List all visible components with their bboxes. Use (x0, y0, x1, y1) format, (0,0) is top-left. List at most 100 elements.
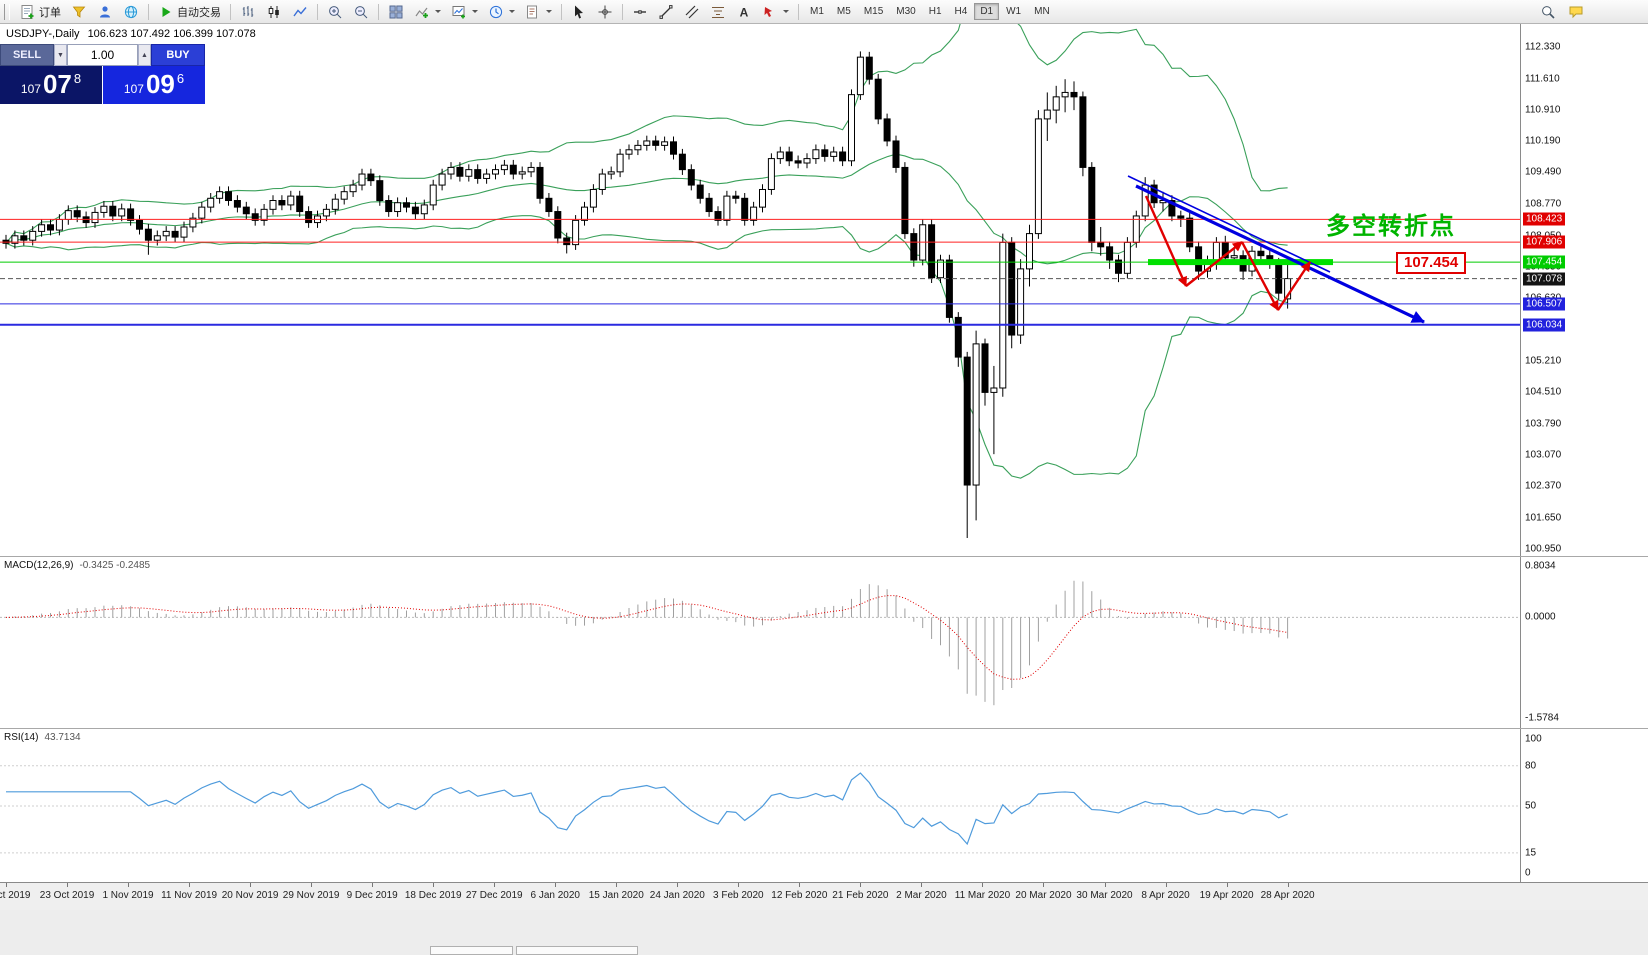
lot-decrease-button[interactable]: ▼ (54, 44, 67, 66)
periods-button[interactable] (484, 2, 519, 22)
crosshair-tool-button[interactable] (593, 2, 617, 22)
funnel-icon (72, 6, 86, 18)
price-tick: 111.610 (1525, 73, 1560, 85)
time-tick (433, 883, 435, 887)
status-cell (516, 946, 638, 955)
text-tool-button[interactable]: A (732, 2, 756, 22)
time-label: 9 Dec 2019 (346, 890, 398, 901)
tile-windows-button[interactable] (384, 2, 408, 22)
lot-size-input[interactable]: 1.00 (67, 44, 138, 66)
time-label: 24 Jan 2020 (649, 890, 705, 901)
ohlc-values: 106.623 107.492 106.399 107.078 (87, 28, 256, 40)
template-icon (527, 5, 537, 18)
sell-price-button[interactable]: 107 07 8 (0, 66, 102, 104)
sell-button[interactable]: SELL (0, 44, 54, 66)
autotrading-button[interactable]: 自动交易 (154, 2, 225, 22)
arrows-tool-button[interactable] (758, 2, 793, 22)
sell-price-main: 07 (42, 69, 72, 99)
time-label: 1 Nov 2019 (102, 890, 154, 901)
time-label: 20 Nov 2019 (221, 890, 279, 901)
time-tick (982, 883, 984, 887)
time-label: 18 Dec 2019 (404, 890, 462, 901)
tile-windows-icon (389, 5, 403, 18)
zoom-in-button[interactable] (323, 2, 347, 22)
buy-price-button[interactable]: 107 09 6 (103, 66, 205, 104)
toolbar: 订单 自动交易 (0, 0, 1648, 24)
candlestick-chart-type-button[interactable] (262, 2, 286, 22)
toolbar-separator (317, 3, 318, 20)
toolbar-grip[interactable] (4, 3, 10, 20)
fibonacci-icon (712, 6, 724, 18)
new-chart-icon (452, 5, 465, 18)
price-flag-label: 107.454 (1396, 252, 1467, 274)
rsi-axis-label: 50 (1525, 800, 1537, 812)
timeframe-m1[interactable]: M1 (810, 6, 824, 17)
zoom-out-button[interactable] (349, 2, 373, 22)
search-icon (1542, 5, 1555, 19)
community-button[interactable] (119, 2, 143, 22)
timeframe-d1[interactable]: D1 (974, 3, 1000, 20)
timeframe-m5[interactable]: M5 (836, 6, 851, 17)
fibonacci-tool-button[interactable] (706, 2, 730, 22)
line-chart-icon (293, 6, 307, 16)
status-bar (0, 910, 1648, 955)
line-chart-type-button[interactable] (288, 2, 312, 22)
trendline-tool-button[interactable] (654, 2, 678, 22)
search-button[interactable] (1536, 2, 1560, 22)
market-watch-button[interactable] (67, 2, 91, 22)
time-tick (128, 883, 130, 887)
timeframe-h1[interactable]: H1 (928, 6, 942, 17)
timeframe-m30[interactable]: M30 (896, 6, 916, 17)
time-tick (738, 883, 740, 887)
new-chart-button[interactable] (447, 2, 482, 22)
channel-tool-button[interactable] (680, 2, 704, 22)
rsi-axis-label: 80 (1525, 760, 1537, 772)
buy-button[interactable]: BUY (151, 44, 205, 66)
horizontal-line-tool-button[interactable] (628, 2, 652, 22)
time-label: 19 Apr 2020 (1199, 890, 1254, 901)
new-order-label: 订单 (39, 6, 61, 19)
bar-chart-type-button[interactable] (236, 2, 260, 22)
time-label: 23 Oct 2019 (39, 890, 95, 901)
sell-price-prefix: 107 (20, 82, 41, 96)
macd-values: -0.3425 -0.2485 (79, 560, 151, 571)
turning-point-annotation: 多空转折点 (1326, 213, 1456, 240)
macd-axis-label: 0.8034 (1525, 560, 1556, 572)
chat-button[interactable] (1564, 2, 1588, 22)
rsi-label: RSI(14) 43.7134 (4, 732, 81, 743)
timeframe-m15[interactable]: M15 (863, 6, 884, 17)
rsi-name: RSI(14) (4, 732, 39, 743)
chart-ohlc-header: USDJPY-,Daily 106.623 107.492 106.399 10… (6, 28, 256, 40)
rsi-chart[interactable] (0, 729, 1520, 883)
buy-price-pip: 6 (176, 71, 185, 86)
macd-chart[interactable] (0, 557, 1520, 729)
autotrading-play-icon (162, 6, 171, 17)
cursor-tool-button[interactable] (567, 2, 591, 22)
timeframe-w1[interactable]: W1 (1006, 6, 1022, 17)
indicators-button[interactable] (410, 2, 445, 22)
candlestick-chart[interactable] (0, 24, 1520, 556)
templates-button[interactable] (521, 2, 556, 22)
time-tick (616, 883, 618, 887)
price-tick: 110.190 (1525, 135, 1561, 147)
time-axis[interactable]: 4 Oct 2019 23 Oct 2019 1 Nov 2019 11 Nov 20… (0, 882, 1648, 911)
new-order-button[interactable]: 订单 (16, 2, 65, 22)
time-label: 12 Feb 2020 (771, 890, 828, 901)
lot-increase-button[interactable]: ▲ (138, 44, 151, 66)
timeframe-mn[interactable]: MN (1034, 6, 1050, 17)
price-tag: 107.454 (1523, 255, 1566, 269)
time-tick (799, 883, 801, 887)
timeframe-h4[interactable]: H4 (954, 6, 968, 17)
price-tag: 108.423 (1523, 212, 1566, 226)
zoom-in-icon (329, 5, 342, 18)
time-label: 27 Dec 2019 (465, 890, 523, 901)
time-tick (372, 883, 374, 887)
price-tick: 101.650 (1525, 512, 1562, 524)
profile-button[interactable] (93, 2, 117, 22)
macd-label: MACD(12,26,9) -0.3425 -0.2485 (4, 560, 150, 571)
rsi-axis-label: 100 (1525, 733, 1542, 745)
horizontal-line-icon (634, 9, 646, 14)
price-tag: 106.507 (1523, 297, 1566, 311)
chat-icon (1569, 6, 1583, 18)
crosshair-icon (598, 5, 612, 18)
